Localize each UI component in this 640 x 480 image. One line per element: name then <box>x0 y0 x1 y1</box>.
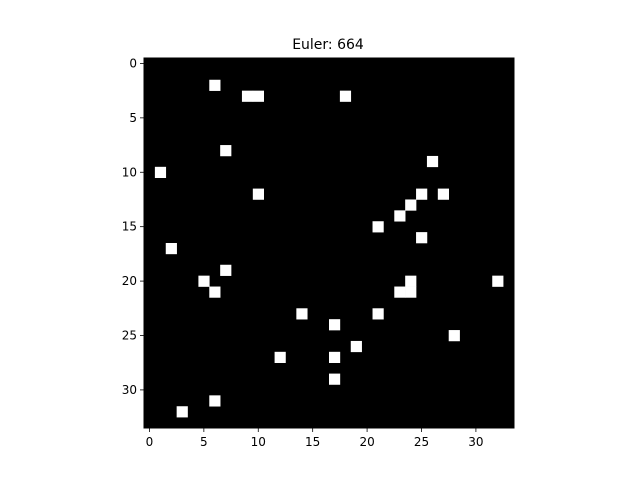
white-pixel <box>220 145 232 157</box>
x-axis: 0 5 10 15 20 25 30 <box>146 428 484 449</box>
white-pixel <box>339 90 352 102</box>
x-tick-label: 30 <box>468 435 483 449</box>
white-pixel <box>372 308 384 320</box>
plot-frame <box>143 57 515 429</box>
white-pixel <box>176 406 188 418</box>
white-pixel <box>492 275 504 287</box>
y-tick-label: 20 <box>122 274 137 288</box>
white-pixel <box>165 243 177 255</box>
white-pixel <box>405 275 417 287</box>
white-pixel <box>252 90 264 102</box>
white-pixel <box>426 155 439 168</box>
white-pixel <box>220 264 232 276</box>
white-pixel <box>394 286 406 298</box>
white-pixel <box>209 79 221 91</box>
white-pixel <box>405 199 417 211</box>
x-tick-label: 0 <box>146 435 154 449</box>
white-pixel <box>209 286 221 298</box>
white-pixel <box>252 188 264 200</box>
y-tick-label: 0 <box>129 56 137 70</box>
white-pixel <box>154 166 167 178</box>
white-pixel <box>241 90 254 102</box>
heatmap-background <box>144 58 514 428</box>
pixel-layer <box>154 79 504 418</box>
x-tick-label: 25 <box>414 435 429 449</box>
y-tick-label: 5 <box>129 111 137 125</box>
x-tick-label: 5 <box>200 435 208 449</box>
white-pixel <box>329 351 341 363</box>
y-tick-label: 30 <box>122 383 137 397</box>
y-axis: 0 5 10 15 20 25 30 <box>122 56 144 397</box>
white-pixel <box>416 188 428 200</box>
white-pixel <box>416 232 428 244</box>
white-pixel <box>198 275 210 287</box>
white-pixel <box>372 221 384 233</box>
white-pixel <box>394 210 406 222</box>
y-tick-label: 25 <box>122 329 137 343</box>
white-pixel <box>448 330 460 342</box>
white-pixel <box>329 373 341 385</box>
y-tick-label: 15 <box>122 220 137 234</box>
plot-area <box>144 58 514 428</box>
chart-title: Euler: 664 <box>292 37 364 53</box>
white-pixel <box>296 308 308 320</box>
x-tick-label: 20 <box>359 435 374 449</box>
y-tick-label: 10 <box>122 165 137 179</box>
white-pixel <box>405 286 417 298</box>
white-pixel <box>274 351 286 363</box>
white-pixel <box>350 340 362 353</box>
x-tick-label: 15 <box>305 435 320 449</box>
x-tick-label: 10 <box>251 435 266 449</box>
white-pixel <box>437 188 449 200</box>
white-pixel <box>329 319 341 331</box>
white-pixel <box>209 395 221 407</box>
